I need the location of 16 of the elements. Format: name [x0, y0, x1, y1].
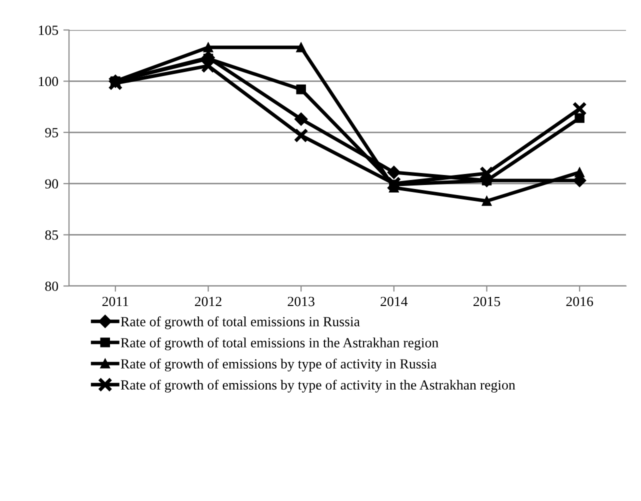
x-tick-label: 2012 — [194, 296, 222, 306]
y-tick-label: 90 — [45, 179, 58, 189]
x-tick-label: 2015 — [473, 296, 500, 306]
y-tick-label: 105 — [38, 26, 58, 35]
legend-label: Rate of growth of emissions by type of activity in the Astrakhan region — [120, 380, 516, 393]
y-tick-label: 80 — [45, 282, 58, 291]
legend-label: Rate of growth of total emissions in Russia — [120, 316, 360, 330]
legend-label: Rate of growth of emissions by type of activity in Russia — [120, 358, 437, 372]
x-tick-label: 2013 — [288, 296, 314, 306]
x-tick-label: 2011 — [102, 296, 128, 306]
y-tick-label: 95 — [45, 128, 58, 138]
y-tick-label: 100 — [38, 76, 58, 86]
x-tick-label: 2016 — [566, 296, 594, 306]
x-tick-label: 2014 — [380, 296, 408, 306]
legend-label: Rate of growth of total emissions in the Astrakhan region — [120, 338, 438, 350]
y-tick-label: 85 — [45, 230, 58, 240]
